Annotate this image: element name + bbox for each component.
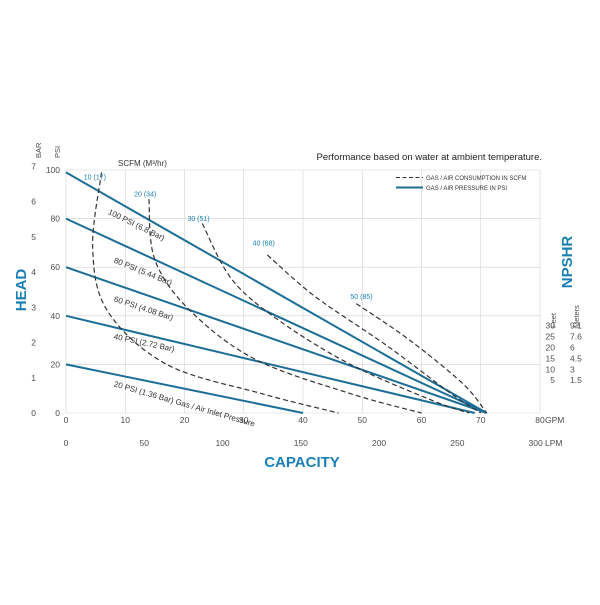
y-tick-psi: 100 — [46, 165, 60, 175]
npshr-tick-feet: 30 — [546, 321, 556, 331]
npshr-tick-feet: 10 — [546, 364, 556, 374]
y-tick-psi: 60 — [51, 262, 61, 272]
pressure-curve-label: 60 PSI (4.08 Bar) — [113, 295, 175, 323]
y-tick-psi: 80 — [51, 214, 61, 224]
y-tick-bar: 4 — [31, 267, 36, 277]
pressure-curve-label: 80 PSI (5.44 Bar) — [113, 256, 174, 288]
consumption-curve — [201, 223, 470, 414]
legend: GAS / AIR CONSUMPTION IN SCFM GAS / AIR … — [396, 176, 526, 192]
grid — [65, 169, 541, 414]
npshr-tick-feet: 20 — [546, 342, 556, 352]
x-tick-gpm: 10 — [121, 415, 131, 425]
npshr-tick-meters: 9.1 — [570, 321, 582, 331]
x-tick-gpm: 70 — [476, 415, 486, 425]
y-tick-bar: 7 — [31, 161, 36, 171]
x-tick-lpm: 300 — [529, 438, 543, 448]
x-tick-gpm: 40 — [298, 415, 308, 425]
npshr-tick-meters: 4.5 — [570, 353, 582, 363]
legend-solid-label: GAS / AIR PRESSURE IN PSI — [426, 186, 507, 192]
npshr-tick-meters: 7.6 — [570, 331, 582, 341]
y-tick-bar: 2 — [31, 338, 36, 348]
x-tick-lpm: 50 — [140, 438, 150, 448]
x-tick-gpm: 20 — [180, 415, 190, 425]
x-tick-gpm: 50 — [358, 415, 368, 425]
npshr-tick-feet: 25 — [546, 331, 556, 341]
scfm-title: SCFM (M³/hr) — [118, 159, 167, 168]
x-tick-gpm: 30 — [239, 415, 249, 425]
curves — [65, 171, 488, 414]
pressure-curve — [65, 314, 476, 414]
npshr-tick-meters: 1.5 — [570, 375, 582, 385]
legend-dashed-label: GAS / AIR CONSUMPTION IN SCFM — [426, 176, 526, 182]
consumption-curve — [355, 303, 488, 414]
y-unit-bar: BAR — [34, 142, 43, 158]
x-tick-gpm: 60 — [417, 415, 427, 425]
y-tick-psi: 0 — [55, 408, 60, 418]
feet-label: Feet — [549, 312, 558, 328]
npshr-tick-meters: 3 — [570, 364, 575, 374]
consumption-curve-label: 20 (34) — [134, 192, 156, 199]
npshr-tick-feet: 5 — [550, 375, 555, 385]
x-tick-lpm: 200 — [372, 438, 386, 448]
x-tick-lpm: 150 — [294, 438, 308, 448]
consumption-curve-label: 50 (85) — [350, 294, 372, 301]
pressure-curve — [65, 171, 488, 414]
pressure-curve — [65, 217, 488, 414]
pressure-curve — [65, 266, 488, 414]
consumption-curve-label: 30 (51) — [187, 216, 209, 223]
consumption-curve-label: 10 (17) — [84, 175, 106, 182]
y-tick-bar: 1 — [31, 373, 36, 383]
x-tick-lpm: 100 — [215, 438, 229, 448]
y-tick-bar: 0 — [31, 408, 36, 418]
x-tick-gpm: 80 — [535, 415, 545, 425]
meters-label: Meters — [572, 305, 581, 328]
npshr-tick-meters: 6 — [570, 342, 575, 352]
x-tick-gpm: 0 — [64, 415, 69, 425]
x-unit-lpm: LPM — [545, 438, 562, 448]
x-unit-gpm: GPM — [545, 415, 564, 425]
x-tick-lpm: 250 — [450, 438, 464, 448]
x-tick-lpm: 0 — [64, 438, 69, 448]
y-tick-bar: 5 — [31, 232, 36, 242]
y-tick-bar: 6 — [31, 197, 36, 207]
consumption-curve — [92, 172, 339, 414]
pressure-curve — [65, 363, 304, 414]
consumption-curve — [148, 199, 422, 414]
consumption-curve-label: 40 (68) — [253, 240, 275, 247]
x-axis-title: CAPACITY — [264, 454, 340, 471]
y-tick-psi: 20 — [51, 359, 61, 369]
chart-title: Performance based on water at ambient te… — [317, 152, 542, 163]
y-axis-title: HEAD — [13, 269, 30, 312]
npshr-title: NPSHR — [559, 236, 576, 289]
y-tick-bar: 3 — [31, 302, 36, 312]
consumption-curve — [267, 254, 482, 414]
y-unit-psi: PSI — [53, 146, 62, 158]
y-tick-psi: 40 — [51, 311, 61, 321]
npshr-tick-feet: 15 — [546, 353, 556, 363]
